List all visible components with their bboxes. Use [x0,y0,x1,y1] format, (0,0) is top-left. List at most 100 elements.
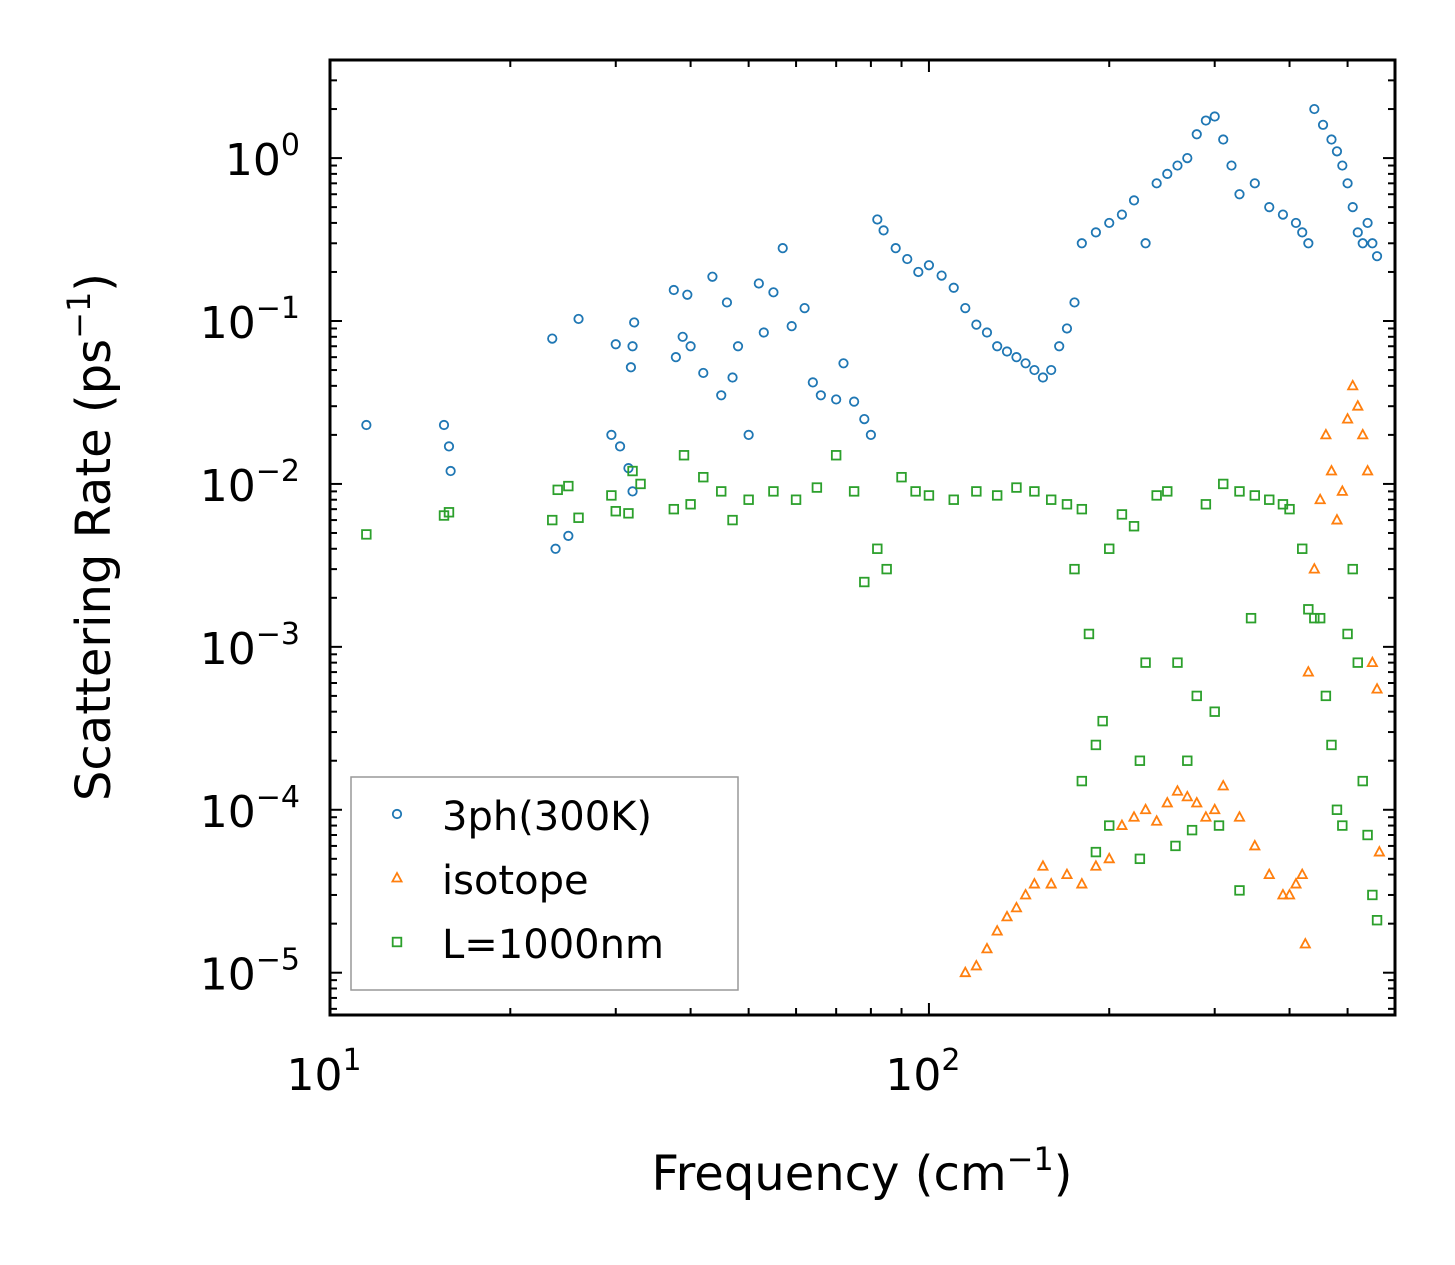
data-point [1046,364,1057,376]
data-point [610,506,621,517]
data-point [606,490,617,501]
legend-marker [391,936,403,948]
data-point [552,484,563,496]
data-point [1299,937,1312,949]
data-point [768,486,779,497]
data-point [1069,563,1080,575]
data-point [831,394,842,405]
data-point [1083,628,1095,640]
data-point [563,480,574,492]
data-point [707,271,718,282]
x-tick-label: 101 [286,1043,361,1101]
data-point [1020,358,1031,369]
data-point [1303,604,1314,615]
data-point [1104,820,1115,831]
data-point [1140,238,1151,249]
data-point [1199,810,1212,822]
data-point [1019,888,1032,900]
data-point [1245,612,1257,624]
legend-marker [391,808,403,820]
data-point [807,377,818,388]
data-point [443,507,455,518]
data-point [1076,775,1088,787]
data-point [923,260,935,271]
data-point [1362,829,1373,841]
data-point [1200,499,1212,510]
data-point [1277,209,1289,220]
data-point [1011,482,1022,493]
data-point [743,494,754,505]
data-point [1171,784,1184,796]
data-point [859,413,870,425]
data-point [627,341,638,352]
data-point [1337,160,1348,171]
data-point [629,317,640,328]
data-point [890,243,901,254]
x-tick-label: 102 [885,1043,960,1101]
data-point [678,450,690,461]
data-point [1218,478,1229,490]
data-point [923,490,935,501]
data-point [1347,563,1358,575]
data-point [1139,802,1152,815]
data-point [1371,251,1383,262]
data-point [1037,372,1049,383]
data-point [1370,682,1384,694]
plot-frame [328,58,1397,1017]
data-point [1029,364,1040,376]
data-point [848,486,860,497]
data-point [1134,853,1146,865]
data-point [1371,915,1383,926]
data-point [727,372,738,383]
legend: 3ph(300K) isotope L=1000nm [350,776,739,991]
data-point [830,450,842,461]
data-point [959,965,972,978]
data-point [753,278,764,289]
data-point [1190,796,1203,808]
data-point [1097,715,1108,727]
series-2 [361,450,1383,926]
data-point [627,486,638,497]
data-point [872,214,883,225]
data-point [815,390,826,401]
data-point [865,429,876,440]
data-point [1060,867,1074,880]
data-point [1208,802,1221,815]
data-point [960,303,971,314]
data-point [1061,323,1073,334]
data-point [1356,427,1369,440]
legend-label: 3ph(300K) [442,794,652,840]
data-point [1264,202,1275,213]
legend-box [350,776,739,991]
data-point [610,339,621,350]
data-point [910,486,921,497]
data-point [1140,657,1151,668]
data-point [872,543,883,554]
data-point [1331,804,1343,815]
data-point [361,419,372,431]
data-point [1308,562,1321,574]
data-point [1191,690,1202,702]
data-point [1076,238,1087,249]
data-point [1326,739,1337,751]
data-point [971,319,982,330]
data-point [627,465,638,477]
data-point [1116,209,1128,220]
data-point [1172,160,1183,171]
data-point [1090,739,1102,751]
data-point [1115,818,1129,830]
y-tick-label: 10−2 [200,454,300,512]
data-point [727,514,738,526]
data-point [948,282,959,293]
data-point [1234,486,1245,497]
data-point [1325,464,1338,476]
data-point [1289,877,1303,889]
data-point [1249,490,1260,501]
y-tick-label: 10−3 [200,617,300,675]
data-point [1089,859,1103,871]
data-point [1061,499,1073,510]
data-point [1303,238,1314,249]
data-point [902,253,913,265]
data-point [1336,484,1349,496]
data-point [1337,820,1348,831]
